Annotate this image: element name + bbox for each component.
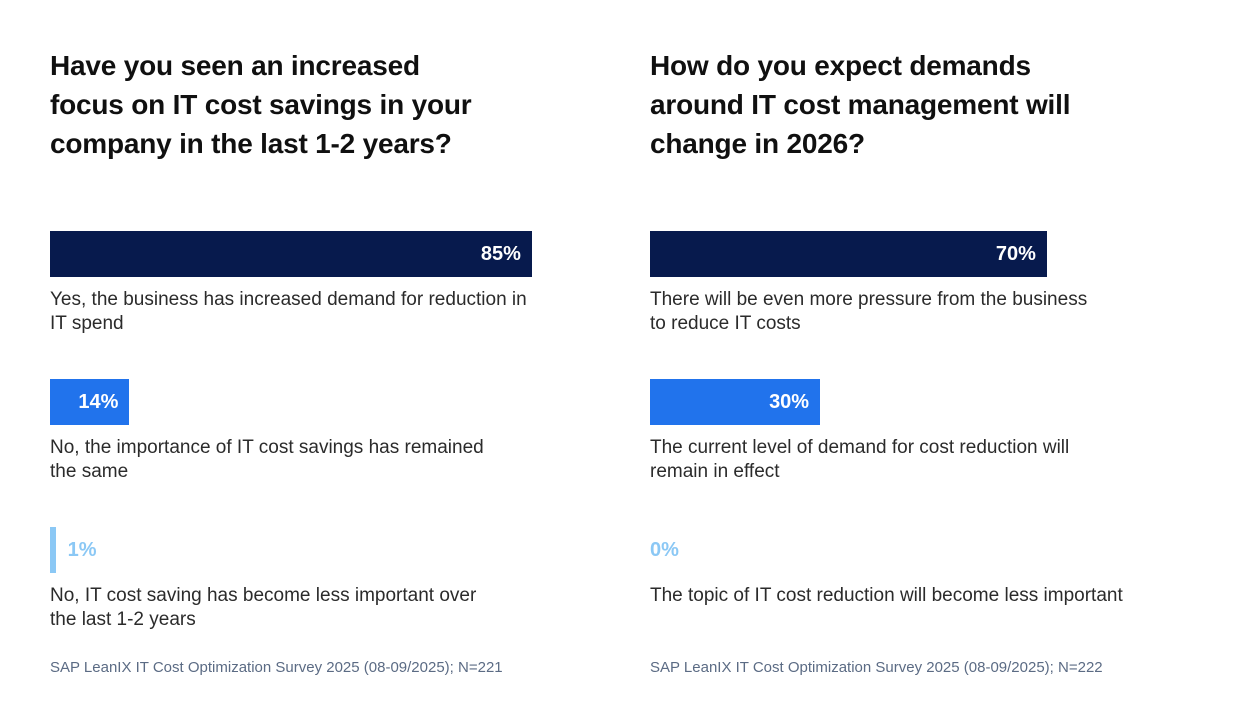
bar-value-label: 0% — [650, 538, 679, 561]
bar-row-yes-increased-demand: 85% Yes, the business has increased dema… — [50, 231, 617, 336]
chart-title-left: Have you seen an increased focus on IT c… — [50, 50, 472, 159]
bar-30-percent: 30% — [650, 379, 821, 425]
bar-1-percent — [50, 527, 56, 573]
bar-14-percent: 14% — [50, 379, 130, 425]
bar-track: 85% — [50, 231, 617, 277]
bar-category-label: The topic of IT cost reduction will beco… — [650, 585, 1123, 606]
bar-track: 1% — [50, 527, 617, 573]
bar-70-percent: 70% — [650, 231, 1047, 277]
bar-category-label: There will be even more pressure from th… — [650, 289, 1088, 334]
bar-row-less-important: 0% The topic of IT cost reduction will b… — [650, 527, 1217, 632]
bar-row-more-pressure: 70% There will be even more pressure fro… — [650, 231, 1217, 336]
bar-value-label: 30% — [769, 390, 810, 413]
survey-infographic: Have you seen an increased focus on IT c… — [50, 46, 1217, 678]
bar-value-label: 70% — [995, 242, 1036, 265]
chart-panel-it-cost-focus: Have you seen an increased focus on IT c… — [50, 46, 617, 678]
bar-category-label: The current level of demand for cost red… — [650, 437, 1070, 482]
bar-85-percent: 85% — [50, 231, 532, 277]
chart-panel-demand-change-2026: How do you expect demands around IT cost… — [650, 46, 1217, 678]
chart-title-right: How do you expect demands around IT cost… — [650, 50, 1071, 159]
bar-row-no-remained-same: 14% No, the importance of IT cost saving… — [50, 379, 617, 484]
bar-value-label: 14% — [78, 390, 119, 413]
bar-value-label: 85% — [480, 242, 521, 265]
bar-track: 30% — [650, 379, 1217, 425]
bar-track: 14% — [50, 379, 617, 425]
bar-category-label: No, IT cost saving has become less impor… — [50, 585, 477, 630]
bar-row-no-less-important: 1% No, IT cost saving has become less im… — [50, 527, 617, 632]
bar-track: 70% — [650, 231, 1217, 277]
bar-category-label: Yes, the business has increased demand f… — [50, 289, 527, 334]
bar-track: 0% — [650, 527, 1217, 573]
source-note-right: SAP LeanIX IT Cost Optimization Survey 2… — [650, 659, 1103, 676]
bar-chart-right: 70% There will be even more pressure fro… — [650, 231, 1217, 632]
bar-value-label: 1% — [67, 538, 97, 561]
bar-chart-left: 85% Yes, the business has increased dema… — [50, 231, 617, 632]
bar-category-label: No, the importance of IT cost savings ha… — [50, 437, 484, 482]
bar-row-remain-in-effect: 30% The current level of demand for cost… — [650, 379, 1217, 484]
source-note-left: SAP LeanIX IT Cost Optimization Survey 2… — [50, 659, 503, 676]
